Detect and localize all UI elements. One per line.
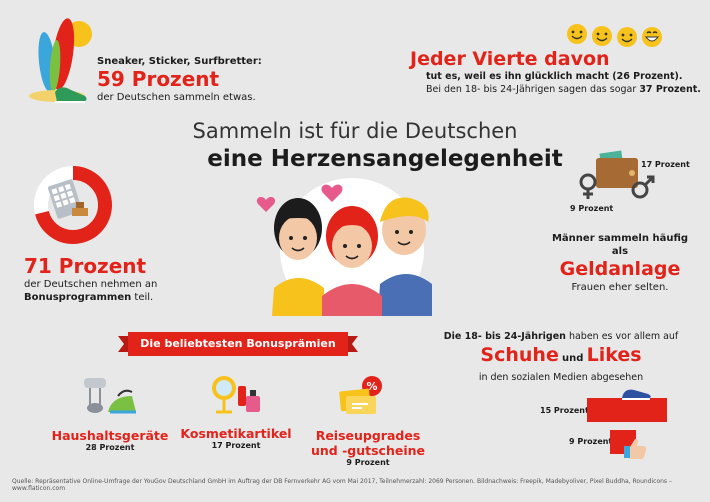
female-symbol-icon: [579, 173, 597, 199]
collectors-illustration: [256, 178, 432, 316]
premium-label-1: Haushaltsgeräte: [51, 428, 169, 443]
surfboard-illustration: [29, 18, 92, 103]
premiums-banner-label: Die beliebtesten Bonusprämien: [140, 337, 336, 350]
gender-line1: Männer sammeln häufig als: [551, 233, 689, 257]
title-line2: eine Herzensangelegenheit: [207, 146, 563, 172]
iron-icon: [108, 389, 136, 414]
grin-icon: [642, 27, 662, 47]
collector-right: [378, 197, 432, 316]
heart-icon: [321, 184, 343, 202]
sneaker-icon: [55, 87, 87, 102]
wallet-gender-illustration: [579, 150, 655, 199]
male-symbol-icon: [631, 175, 655, 199]
collector-middle: [322, 206, 382, 316]
appliances-illustration: [84, 378, 136, 414]
mirror-icon: [212, 376, 236, 414]
bonus-program-donut: [34, 166, 112, 244]
title-line1: Sammeln ist für die Deutschen: [192, 119, 518, 143]
shoes-value: 15 Prozent: [540, 406, 589, 415]
premium-label-2: Kosmetikartikel: [180, 426, 292, 441]
premium-value-3: 9 Prozent: [346, 458, 390, 467]
gender-headline: Geldanlage: [559, 258, 681, 280]
smileys-illustration: [567, 24, 662, 47]
lipstick-icon: [238, 386, 246, 406]
likes-value: 9 Prozent: [569, 437, 613, 446]
smiley-icon: [617, 27, 637, 47]
voucher-icon: [339, 388, 376, 414]
premiums-banner: Die beliebtesten Bonusprämien: [118, 332, 358, 356]
collector-left: [272, 198, 324, 316]
male-value: 17 Prozent: [641, 160, 690, 169]
bonus-line2: Bonusprogrammen teil.: [24, 292, 154, 303]
happy-line1: tut es, weil es ihn glücklich macht (26 …: [426, 71, 683, 82]
gender-line3: Frauen eher selten.: [571, 282, 669, 293]
collect-text: der Deutschen sammeln etwas.: [97, 92, 256, 103]
wallet-icon: [596, 150, 638, 188]
young-line1: Die 18- bis 24-Jährigen haben es vor all…: [443, 331, 679, 342]
card-stack-icon: [47, 179, 88, 219]
donut-arc: [34, 166, 112, 244]
mixer-icon: [84, 378, 106, 413]
premium-label-3: Reiseupgrades und -gutscheine: [311, 428, 425, 458]
footer-source: Quelle: Repräsentative Online-Umfrage de…: [12, 478, 672, 492]
female-value: 9 Prozent: [570, 204, 614, 213]
travel-voucher-illustration: %: [339, 376, 382, 414]
young-line2: Schuhe und Likes: [480, 344, 642, 366]
collect-subtitle: Sneaker, Sticker, Surfbretter:: [97, 56, 262, 67]
collect-headline: 59 Prozent: [97, 67, 220, 91]
svg-text:%: %: [366, 380, 377, 393]
happy-line2: Bei den 18- bis 24-Jährigen sagen das so…: [426, 84, 701, 95]
shoes-bar: [587, 398, 667, 422]
heart-icon: [256, 197, 276, 212]
bonus-headline: 71 Prozent: [24, 254, 147, 278]
young-line3: in den sozialen Medien abgesehen: [478, 372, 644, 383]
premium-value-1: 28 Prozent: [85, 443, 135, 452]
smiley-icon: [567, 24, 587, 44]
smiley-icon: [592, 26, 612, 46]
thumbs-up-icon: [624, 438, 647, 459]
perfume-icon: [246, 390, 260, 412]
shoe-icon: [622, 389, 651, 400]
happy-headline: Jeder Vierte davon: [410, 48, 610, 70]
cosmetics-illustration: [212, 376, 260, 414]
bonus-line1: der Deutschen nehmen an: [24, 279, 158, 290]
premium-value-2: 17 Prozent: [211, 441, 261, 450]
